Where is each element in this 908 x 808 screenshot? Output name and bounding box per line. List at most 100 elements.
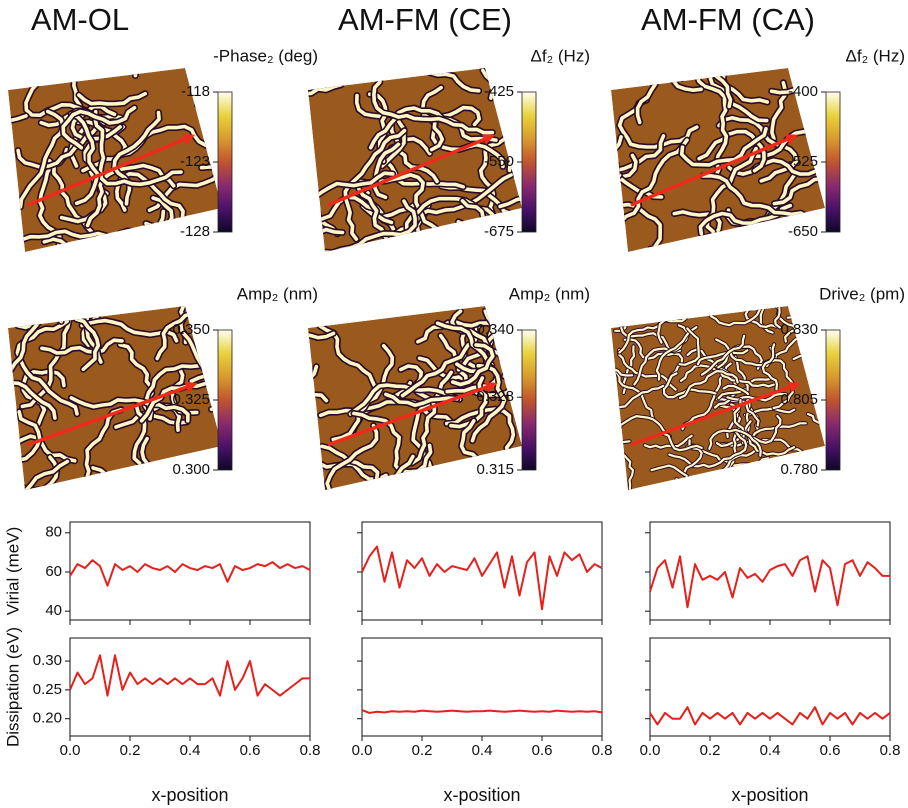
domain-wall <box>765 306 781 329</box>
colorbar-tick-label: 0.340 <box>476 321 514 338</box>
data-line <box>361 545 603 611</box>
domain-wall <box>93 110 183 187</box>
domain-wall <box>675 478 714 490</box>
domain-shadow <box>611 171 623 195</box>
x-tick-label: 0.4 <box>760 742 781 759</box>
domain-wall <box>710 306 762 327</box>
domain-wall <box>348 383 462 416</box>
colorbar-tick-label: 0.315 <box>476 461 514 478</box>
surface-image <box>8 306 222 490</box>
domain-wall <box>611 135 623 233</box>
colorbar-label: Amp₂ (nm) <box>509 284 590 303</box>
profile-arrow <box>327 384 491 447</box>
domain-wall <box>708 428 762 457</box>
domain-wall <box>8 68 30 84</box>
domain-wall <box>643 434 693 449</box>
domain-wall <box>700 334 746 376</box>
colorbar-tick-label: -118 <box>181 83 210 100</box>
domain-wall <box>69 396 190 423</box>
domain-wall <box>470 363 507 443</box>
colorbar-tick-label: -550 <box>484 153 514 170</box>
domain-wall <box>679 364 775 388</box>
domain-shadow <box>611 133 625 235</box>
domain-wall <box>77 91 147 106</box>
domain-wall <box>705 146 758 244</box>
domain-wall <box>15 319 79 416</box>
colorbar-tick-label: 0.830 <box>780 321 818 338</box>
x-tick-label: 0.2 <box>412 742 433 759</box>
colorbar-tick-label: 0.780 <box>780 461 818 478</box>
colorbar-label: Amp₂ (nm) <box>237 284 318 303</box>
colorbar <box>521 329 537 471</box>
domain-wall <box>678 327 700 366</box>
y-tick-label: 0.20 <box>33 710 62 727</box>
profile-arrow-head <box>787 381 801 393</box>
domain-wall <box>655 68 703 92</box>
y-tick-label: 0.25 <box>33 681 62 698</box>
domain-wall <box>61 106 137 150</box>
domain-shadow <box>674 477 715 490</box>
domain-wall <box>617 98 699 149</box>
x-axis-label: x-position <box>443 785 520 805</box>
x-tick-label: 0.6 <box>820 742 841 759</box>
domain-wall <box>179 306 190 345</box>
domain-wall <box>696 349 749 366</box>
x-tick-label: 0.8 <box>880 742 901 759</box>
colorbar-tick-label: -425 <box>484 83 514 100</box>
domain-wall <box>498 164 522 209</box>
domain-wall <box>331 344 395 442</box>
profile-arrow-head <box>481 134 496 145</box>
profile-arrow <box>27 136 189 207</box>
colorbar-tick-label: 0.328 <box>476 388 514 405</box>
x-axis-label: x-position <box>731 785 808 805</box>
domain-shadow <box>8 306 87 329</box>
x-tick-label: 0.8 <box>592 742 613 759</box>
plot-frame <box>69 521 311 621</box>
domain-wall <box>39 118 128 156</box>
domain-wall <box>343 128 407 241</box>
domain-wall <box>416 320 499 344</box>
colorbar-tick-label: -650 <box>788 223 818 240</box>
profile-arrow-head <box>484 381 498 393</box>
domain-shadow <box>308 363 320 447</box>
y-tick-label: 40 <box>45 602 62 619</box>
domain-wall <box>623 338 684 381</box>
domain-wall <box>40 338 124 355</box>
domain-shadow <box>131 68 203 80</box>
x-tick-label: 0.2 <box>700 742 721 759</box>
domain-wall <box>708 68 770 104</box>
domain-wall <box>115 172 185 220</box>
profile-arrow <box>630 136 792 207</box>
domain-wall <box>8 441 70 490</box>
domain-wall <box>618 313 690 354</box>
colorbar-tick-label: 0.350 <box>172 321 210 338</box>
colorbar-tick-label: -123 <box>180 153 210 170</box>
colorbar-tick-label: -128 <box>180 223 210 240</box>
profile-arrow <box>630 384 794 447</box>
domain-wall <box>372 73 495 135</box>
colorbar <box>825 329 841 471</box>
colorbar-label: Δf₂ (Hz) <box>531 46 591 65</box>
domain-wall <box>761 343 779 391</box>
colorbar <box>825 91 841 233</box>
domain-wall <box>182 332 222 412</box>
domain-wall <box>618 138 689 225</box>
profile-arrow <box>27 384 191 447</box>
x-tick-label: 0.4 <box>472 742 493 759</box>
data-line <box>69 559 311 587</box>
domain-wall <box>662 372 717 399</box>
domain-wall <box>747 306 774 334</box>
surface-image <box>308 68 522 252</box>
colorbar-tick-label: 0.805 <box>780 391 818 408</box>
domain-wall <box>373 142 401 200</box>
column-title: AM-OL <box>31 2 129 37</box>
domain-shadow <box>89 464 162 490</box>
data-line <box>649 706 891 726</box>
domain-wall <box>308 83 343 136</box>
domain-shadow <box>8 244 19 252</box>
x-tick-label: 0.4 <box>180 742 201 759</box>
domain-wall <box>18 109 65 209</box>
data-line <box>69 654 310 697</box>
colorbar-tick-label: -400 <box>788 83 818 100</box>
